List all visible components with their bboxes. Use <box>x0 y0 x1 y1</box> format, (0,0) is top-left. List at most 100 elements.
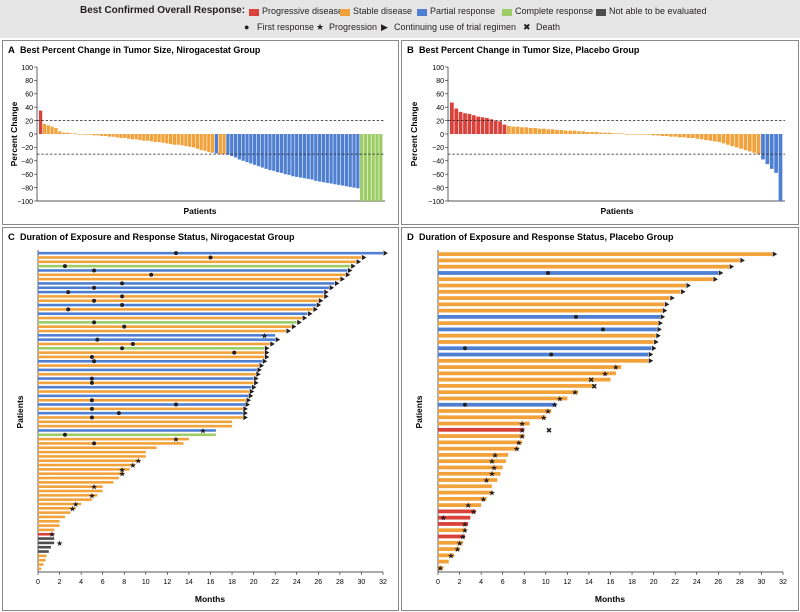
waterfall-bar <box>172 134 177 145</box>
progression-marker: ★ <box>519 432 526 441</box>
swatch-partial-response <box>417 9 427 16</box>
death-marker: ✖ <box>588 376 595 385</box>
waterfall-bar <box>686 134 691 139</box>
panel-a-title: Best Percent Change in Tumor Size, Nirog… <box>20 45 261 55</box>
swimmer-bar <box>38 407 243 411</box>
swimmer-bar <box>38 494 98 497</box>
panel-d-xlabel: Months <box>595 594 625 604</box>
x-tick-label: 30 <box>758 579 766 586</box>
panel-d-title: Duration of Exposure and Response Status… <box>419 232 674 242</box>
legend-death: Death <box>536 22 561 32</box>
swimmer-c: 0 2 4 6 8 10 12 14 16 18 20 22 24 26 28 30 32★★★★★★★★★★★… <box>36 250 388 586</box>
waterfall-bar <box>739 134 743 149</box>
first-response-marker <box>574 314 578 319</box>
y-tick-label: 20 <box>436 118 444 125</box>
swimmer-bar <box>438 509 476 514</box>
swimmer-bar <box>438 515 471 520</box>
waterfall-bar <box>191 134 196 148</box>
x-tick-label: 30 <box>358 579 366 586</box>
swimmer-bar <box>438 384 595 388</box>
waterfall-bar <box>352 134 356 188</box>
continuing-marker <box>345 272 351 278</box>
waterfall-bar <box>199 134 203 151</box>
waterfall-bar <box>92 134 96 136</box>
x-tick-label: 4 <box>79 579 83 586</box>
y-tick-label: −40 <box>432 159 444 166</box>
y-tick-label: −100 <box>428 199 444 206</box>
first-response-marker <box>89 380 94 385</box>
progression-marker: ★ <box>69 504 76 513</box>
waterfall-bar <box>157 134 161 143</box>
waterfall-bar <box>226 134 230 155</box>
swimmer-bar <box>38 273 346 277</box>
waterfall-bar <box>765 134 770 165</box>
swimmer-bar <box>438 327 657 332</box>
swimmer-bar <box>438 409 552 413</box>
x-tick-label: 28 <box>736 579 744 586</box>
swimmer-bar <box>438 496 487 501</box>
swimmer-bar <box>38 385 252 389</box>
first-response-marker <box>92 268 97 273</box>
swimmer-bar <box>38 303 317 307</box>
waterfall-bar <box>96 134 100 136</box>
continuing-marker <box>713 276 718 282</box>
swimmer-bar <box>38 541 55 545</box>
waterfall-bar <box>325 134 329 183</box>
swimmer-bar <box>38 264 351 268</box>
first-response-marker <box>600 327 605 332</box>
waterfall-bar <box>253 134 257 165</box>
waterfall-bar <box>306 134 310 179</box>
y-tick-label: −20 <box>432 145 444 152</box>
continuing-marker <box>264 350 270 356</box>
swimmer-bar <box>38 476 119 480</box>
progression-marker: ★ <box>261 331 268 340</box>
swimmer-bar <box>438 377 611 382</box>
waterfall-bar <box>77 134 81 135</box>
first-response-marker <box>208 255 213 260</box>
swimmer-bar <box>438 528 467 533</box>
continuing-marker <box>740 257 745 264</box>
first-response-marker <box>149 272 154 277</box>
swimmer-bar <box>438 252 773 257</box>
legend-complete-response: Complete response <box>515 6 594 16</box>
swimmer-bar <box>438 440 523 445</box>
swimmer-bar <box>38 390 250 393</box>
waterfall-bar <box>546 129 551 134</box>
progression-marker: ★ <box>492 451 499 460</box>
waterfall-bar <box>287 134 291 175</box>
swimmer-bar <box>438 390 579 395</box>
panel-a-ylabel: Percent Change <box>9 101 19 166</box>
continuing-marker <box>316 302 322 308</box>
y-tick-label: −60 <box>432 172 444 179</box>
swimmer-bar <box>438 484 492 489</box>
swimmer-d: 0 2 4 6 8 10 12 14 16 18 20 22 24 26 28 30 32★★✖✖★★★★★★★… <box>436 250 787 586</box>
waterfall-bar <box>256 134 261 167</box>
swimmer-bar <box>38 507 76 510</box>
x-tick-label: 20 <box>650 579 658 586</box>
swimmer-bar <box>38 511 71 514</box>
waterfall-bar <box>528 127 533 134</box>
continuing-marker <box>718 270 724 276</box>
swimmer-bar <box>438 446 519 451</box>
continuing-marker <box>313 306 318 312</box>
continuing-marker <box>264 345 270 351</box>
swatch-stable-disease <box>340 9 350 16</box>
swimmer-bar <box>438 277 713 282</box>
waterfall-bar <box>50 126 54 134</box>
swimmer-bar <box>38 459 141 463</box>
progression-marker: ★ <box>551 401 558 410</box>
legend: Best Confirmed Overall Response: Progres… <box>0 0 800 38</box>
waterfall-bar <box>485 117 489 134</box>
waterfall-bar <box>730 134 735 147</box>
continuing-marker <box>656 333 661 339</box>
continuing-marker <box>286 328 291 334</box>
waterfall-bar <box>458 111 463 134</box>
waterfall-bar <box>207 134 211 153</box>
waterfall-bar <box>153 134 157 143</box>
continuing-marker <box>243 414 248 421</box>
swimmer-bar <box>438 434 525 438</box>
swimmer-bar <box>38 515 65 519</box>
panel-c-title: Duration of Exposure and Response Status… <box>20 232 295 242</box>
first-response-marker <box>62 432 67 437</box>
first-response-marker <box>89 354 94 359</box>
